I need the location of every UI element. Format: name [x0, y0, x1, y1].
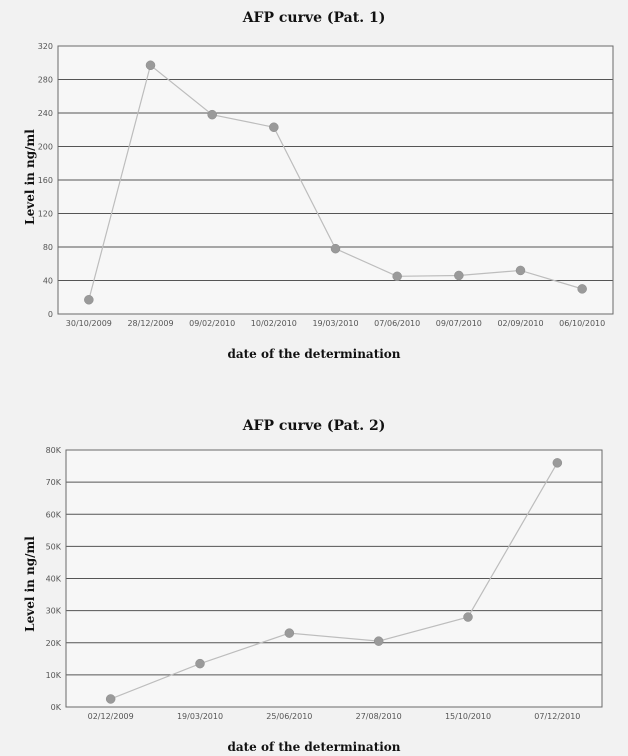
x-tick-label: 19/03/2010 — [177, 712, 223, 721]
chart-panel-1: AFP curve (Pat. 1) Level in ng/ml 0 40 80 1… — [0, 0, 628, 378]
y-tick-label: 60K — [46, 510, 62, 519]
y-tick-label: 30K — [46, 607, 62, 616]
x-tick-label: 19/03/2010 — [312, 319, 358, 328]
data-point — [208, 110, 217, 119]
data-point — [196, 659, 205, 668]
chart-plot-2: 0K 10K 20K 30K 40K 50K 60K 70K 80K 02/12/2009 19/0… — [0, 378, 628, 756]
data-point — [269, 123, 278, 132]
x-tick-label: 09/02/2010 — [189, 319, 235, 328]
y-tick-label: 10K — [46, 671, 62, 680]
x-tick-label: 10/02/2010 — [251, 319, 297, 328]
data-point — [285, 629, 294, 638]
x-tick-label: 28/12/2009 — [127, 319, 173, 328]
y-tick-label: 20K — [46, 639, 62, 648]
x-tick-label: 07/06/2010 — [374, 319, 420, 328]
data-point — [516, 266, 525, 275]
x-tick-label: 30/10/2009 — [66, 319, 112, 328]
x-tick-label: 07/12/2010 — [534, 712, 580, 721]
x-tick-label: 27/08/2010 — [356, 712, 402, 721]
x-tick-label: 09/07/2010 — [436, 319, 482, 328]
data-point — [106, 694, 115, 703]
data-point — [146, 61, 155, 70]
y-tick-label: 320 — [38, 42, 53, 51]
y-tick-label: 120 — [38, 210, 53, 219]
y-tick-label: 40K — [46, 575, 62, 584]
y-tick-label: 0 — [48, 310, 53, 319]
chart-panel-2: AFP curve (Pat. 2) Level in ng/ml 0K 10K 2… — [0, 378, 628, 756]
x-tick-label: 06/10/2010 — [559, 319, 605, 328]
y-tick-label: 80K — [46, 446, 62, 455]
x-tick-label: 02/12/2009 — [88, 712, 134, 721]
x-tick-label: 25/06/2010 — [266, 712, 312, 721]
data-point — [84, 295, 93, 304]
y-tick-label: 40 — [43, 277, 53, 286]
y-tick-label: 200 — [38, 143, 53, 152]
data-point — [578, 284, 587, 293]
y-tick-label: 0K — [51, 703, 62, 712]
y-tick-label: 70K — [46, 478, 62, 487]
data-point — [553, 458, 562, 467]
x-axis-label: date of the determination — [0, 347, 628, 361]
data-point — [374, 637, 383, 646]
chart-plot-1: 0 40 80 120 160 200 240 280 320 30/10/2009 28/12/2… — [0, 0, 628, 378]
y-tick-label: 160 — [38, 176, 53, 185]
y-tick-label: 50K — [46, 542, 62, 551]
y-tick-label: 280 — [38, 76, 53, 85]
data-point — [331, 244, 340, 253]
y-tick-label: 240 — [38, 109, 53, 118]
x-tick-label: 02/09/2010 — [497, 319, 543, 328]
x-axis-label: date of the determination — [0, 740, 628, 754]
data-point — [393, 272, 402, 281]
data-point — [454, 271, 463, 280]
y-tick-label: 80 — [43, 243, 53, 252]
x-tick-label: 15/10/2010 — [445, 712, 491, 721]
data-point — [464, 613, 473, 622]
